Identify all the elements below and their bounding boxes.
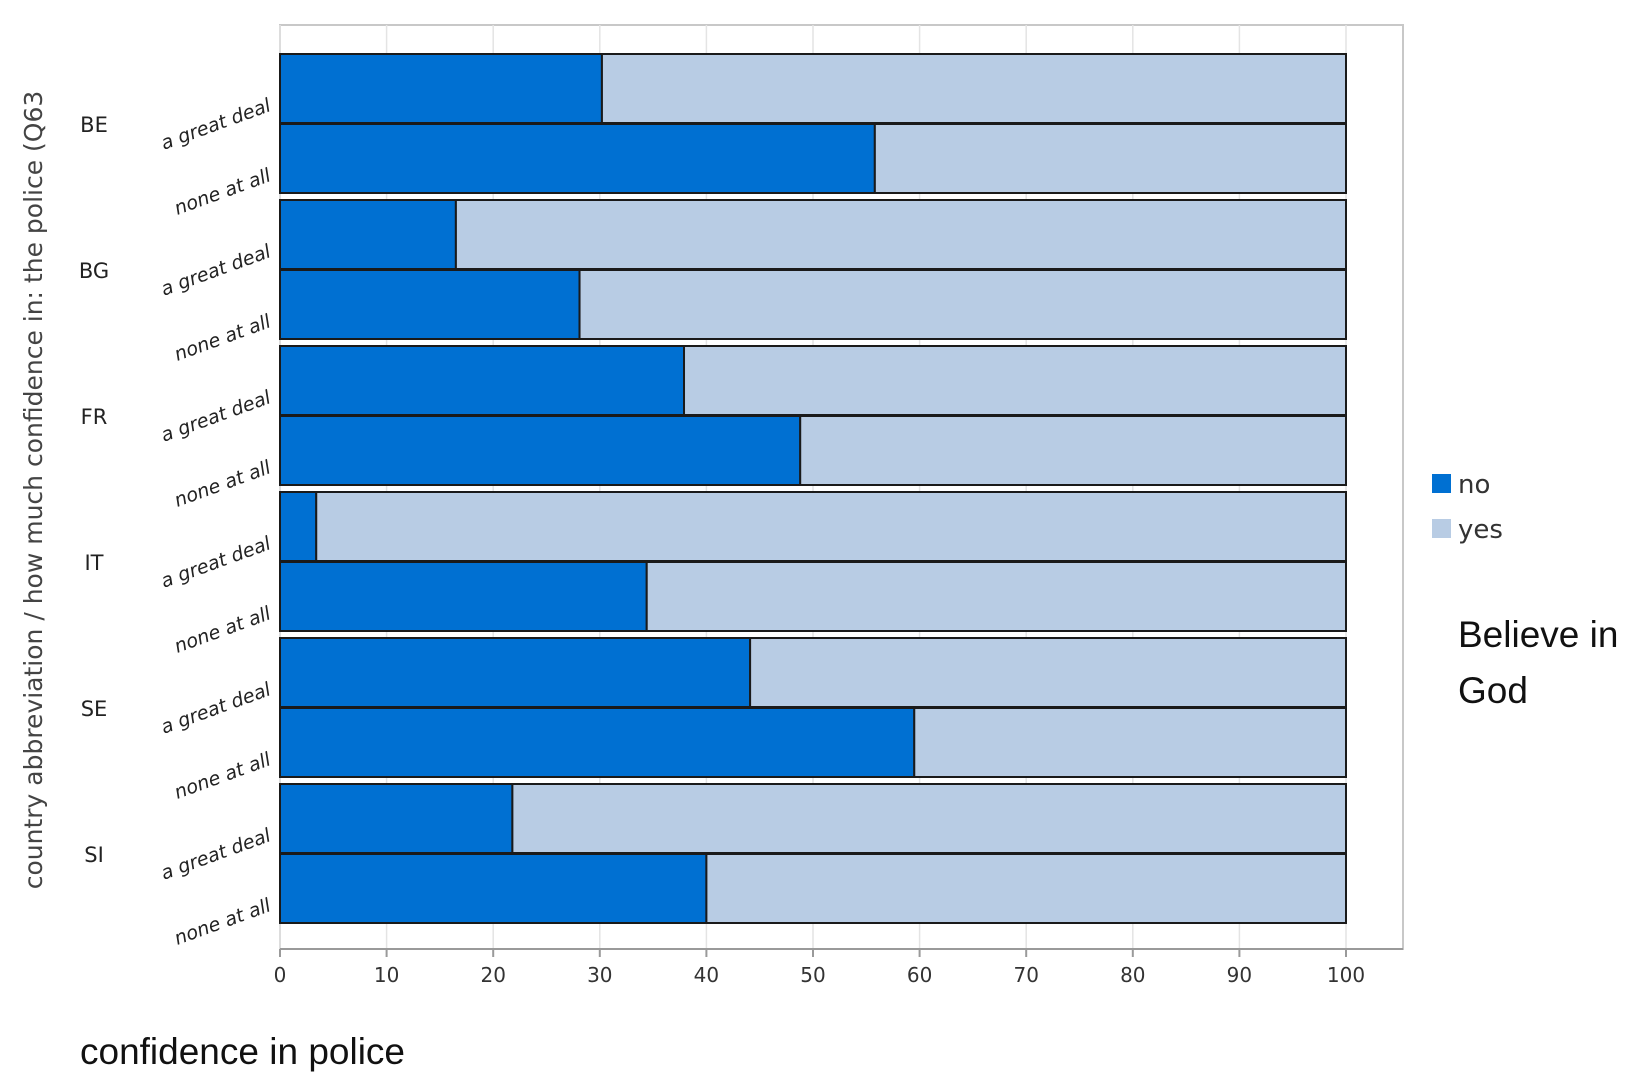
x-tick-label: 90 <box>1227 963 1252 987</box>
bar-segment-yes <box>799 415 1347 486</box>
bar-segment-no <box>279 269 581 340</box>
bar-segment-no <box>279 561 648 632</box>
y-axis-title: country abbreviation / how much confiden… <box>19 91 48 890</box>
bar-segment-no <box>279 491 318 562</box>
bar-segment-no <box>279 123 876 194</box>
bar-segment-yes <box>511 783 1347 854</box>
x-tick-label: 10 <box>374 963 399 987</box>
x-tick-label: 40 <box>694 963 719 987</box>
y-category-label: a great deal <box>158 386 274 446</box>
y-category-label: none at all <box>171 310 274 365</box>
y-category-label: a great deal <box>158 678 274 738</box>
y-category-label: none at all <box>171 602 274 657</box>
bar-segment-no <box>279 853 708 924</box>
y-group-label: BE <box>80 113 108 137</box>
bar-segment-yes <box>749 637 1347 708</box>
legend-label-yes: yes <box>1458 515 1503 545</box>
bar-segment-no <box>279 345 686 416</box>
legend-label-no: no <box>1458 470 1490 500</box>
x-tick-label: 80 <box>1120 963 1145 987</box>
x-tick-label: 20 <box>480 963 505 987</box>
y-group-label: SI <box>84 843 104 867</box>
x-tick-label: 60 <box>907 963 932 987</box>
bar-segment-yes <box>683 345 1347 416</box>
y-group-label: BG <box>79 259 109 283</box>
y-axis-labels: a great deal none at all BE a great deal non… <box>79 94 275 949</box>
bar-segment-yes <box>315 491 1347 562</box>
y-category-label: none at all <box>171 894 274 949</box>
y-category-label: a great deal <box>158 824 274 884</box>
bar-segment-yes <box>454 199 1347 270</box>
legend-swatch-no <box>1432 474 1451 493</box>
bar-segment-no <box>279 783 514 854</box>
x-axis-ticks: 0 10 20 30 40 50 60 70 80 90 100 <box>274 949 1365 987</box>
x-tick-label: 70 <box>1013 963 1038 987</box>
y-category-label: none at all <box>171 164 274 219</box>
bar-segment-yes <box>578 269 1347 340</box>
y-category-label: none at all <box>171 456 274 511</box>
y-category-label: none at all <box>171 748 274 803</box>
x-tick-label: 50 <box>800 963 825 987</box>
bar-segment-yes <box>645 561 1347 632</box>
y-group-label: SE <box>81 697 108 721</box>
legend-swatch-yes <box>1432 519 1451 538</box>
y-group-label: IT <box>84 551 103 575</box>
x-tick-label: 100 <box>1327 963 1365 987</box>
legend-title: Believe in God <box>1458 614 1618 711</box>
bars <box>279 53 1348 924</box>
bar-segment-no <box>279 53 603 124</box>
x-tick-label: 30 <box>587 963 612 987</box>
y-category-label: a great deal <box>158 94 274 154</box>
bar-segment-yes <box>705 853 1347 924</box>
bar-segment-no <box>279 707 916 778</box>
bar-segment-no <box>279 637 752 708</box>
y-group-label: FR <box>81 405 108 429</box>
bar-segment-yes <box>913 707 1348 778</box>
bar-segment-no <box>279 415 802 486</box>
y-category-label: a great deal <box>158 532 274 592</box>
bar-segment-yes <box>600 53 1347 124</box>
legend: no yes <box>1432 470 1503 545</box>
x-axis-title: confidence in police <box>80 1031 405 1072</box>
bar-segment-yes <box>873 123 1347 194</box>
x-tick-label: 0 <box>274 963 287 987</box>
bar-segment-no <box>279 199 457 270</box>
y-category-label: a great deal <box>158 240 274 300</box>
